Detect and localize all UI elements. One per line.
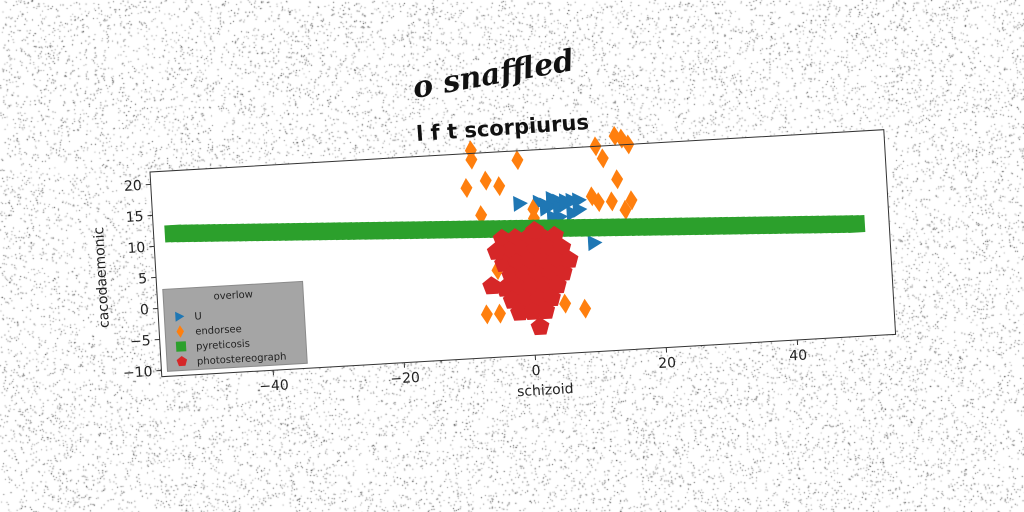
data-point-photostereograph — [539, 238, 559, 257]
data-point-photostereograph — [529, 289, 548, 308]
data-point-photostereograph — [545, 225, 564, 245]
y-tick-label: −10 — [123, 364, 153, 382]
data-point-photostereograph — [530, 316, 550, 336]
series-photostereograph — [482, 220, 579, 336]
data-point-photostereograph — [508, 277, 528, 296]
data-point-endorsee — [592, 192, 605, 213]
data-point-photostereograph — [527, 264, 547, 283]
data-point-u — [572, 192, 587, 209]
y-tick-label: 20 — [124, 178, 143, 195]
data-point-photostereograph — [526, 239, 545, 258]
data-point-photostereograph — [552, 237, 572, 257]
data-point-photostereograph — [533, 251, 553, 270]
x-tick-label: 0 — [531, 363, 541, 379]
data-point-endorsee — [611, 169, 624, 190]
data-point-u — [558, 193, 574, 210]
data-point-endorsee — [559, 293, 572, 314]
y-axis-label: cacodaemonic — [91, 226, 113, 328]
data-point-photostereograph — [540, 263, 560, 282]
legend: overlow Uendorseepyreticosisphotostereogr… — [162, 280, 308, 372]
data-point-u — [566, 205, 582, 222]
x-tick-label: 20 — [658, 355, 677, 372]
legend-marker-u — [175, 311, 185, 322]
data-point-endorsee — [511, 150, 524, 171]
data-point-photostereograph — [513, 240, 532, 259]
data-point-endorsee — [465, 149, 478, 170]
data-point-photostereograph — [486, 241, 506, 260]
data-point-endorsee — [491, 260, 504, 281]
data-point-photostereograph — [502, 290, 522, 309]
data-point-photostereograph — [525, 220, 544, 240]
chart-title: l f t scorpiurus — [415, 110, 589, 146]
legend-label-endorsee: endorsee — [195, 324, 242, 338]
data-point-photostereograph — [507, 252, 526, 272]
data-point-photostereograph — [499, 240, 519, 260]
x-axis-label: schizoid — [517, 381, 574, 400]
data-point-u — [513, 195, 528, 212]
legend-label-photostereograph: photostereograph — [197, 351, 287, 367]
legend-marker-photostereograph — [176, 355, 188, 367]
data-point-photostereograph — [492, 228, 512, 248]
data-point-endorsee — [619, 199, 632, 220]
data-point-photostereograph — [515, 289, 535, 309]
data-point-u — [539, 197, 555, 214]
data-point-photostereograph — [501, 265, 521, 284]
legend-title: overlow — [213, 289, 253, 302]
data-point-endorsee — [460, 177, 473, 198]
data-point-photostereograph — [482, 276, 502, 295]
data-point-photostereograph — [547, 275, 567, 294]
chart-suptitle: o snaffled — [410, 43, 577, 106]
data-point-photostereograph — [542, 288, 561, 307]
legend-marker-pyreticosis — [175, 341, 187, 352]
y-tick-label: 0 — [140, 302, 150, 318]
data-point-photostereograph — [546, 250, 566, 269]
data-point-endorsee — [479, 170, 492, 191]
data-point-photostereograph — [559, 249, 579, 269]
data-point-endorsee — [480, 304, 493, 325]
series-pyreticosis — [164, 215, 866, 243]
data-point-photostereograph — [536, 301, 556, 320]
data-point-u — [587, 235, 603, 252]
data-point-endorsee — [579, 298, 592, 319]
y-tick-label: 5 — [138, 271, 148, 287]
legend-marker-endorsee — [176, 325, 184, 338]
data-point-pyreticosis — [847, 215, 866, 233]
data-point-endorsee — [625, 190, 638, 211]
data-point-endorsee — [605, 191, 618, 212]
data-point-photostereograph — [510, 302, 529, 321]
x-tick-label: −40 — [259, 377, 289, 395]
data-point-photostereograph — [520, 252, 540, 271]
data-point-endorsee — [596, 148, 609, 169]
x-tick-label: −20 — [390, 370, 420, 388]
data-point-photostereograph — [514, 264, 534, 284]
data-point-photostereograph — [505, 228, 525, 247]
plot-frame — [149, 129, 897, 378]
x-tick-label: 40 — [789, 347, 808, 364]
y-tick-label: 10 — [127, 240, 146, 257]
data-point-endorsee — [475, 205, 488, 226]
legend-box — [162, 280, 308, 372]
data-point-endorsee — [493, 303, 506, 324]
legend-label-pyreticosis: pyreticosis — [196, 339, 250, 353]
y-tick-label: 15 — [125, 209, 144, 226]
data-point-photostereograph — [534, 276, 554, 295]
plot-area: −40 −20 0 20 40 −10 −5 0 5 10 15 20 schizoid cacodaem… — [91, 125, 897, 400]
legend-label-u: U — [194, 311, 202, 322]
data-point-photostereograph — [521, 277, 541, 296]
data-point-photostereograph — [523, 301, 542, 321]
data-point-endorsee — [493, 176, 506, 197]
y-tick-label: −5 — [130, 333, 152, 350]
